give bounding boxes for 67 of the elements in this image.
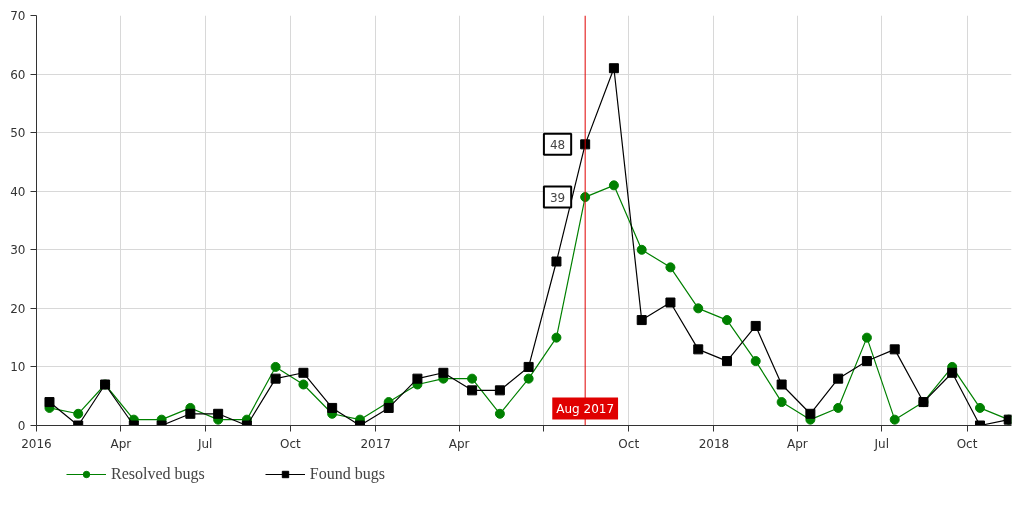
point [889,414,900,425]
point [693,344,704,355]
point [861,332,872,343]
point [608,63,619,74]
y-tick-label: 10 [10,360,26,375]
point [467,385,478,396]
point [383,402,394,413]
y-tick-label: 40 [10,184,26,199]
point [947,367,958,378]
x-tick-label: Oct [956,436,978,451]
point [298,379,309,390]
point [833,402,844,413]
point [551,332,562,343]
point [494,385,505,396]
point [438,367,449,378]
point [523,373,534,384]
point [665,297,676,308]
point [776,397,787,408]
legend-label: Found bugs [309,465,385,483]
x-tick-label: Oct [618,436,640,451]
x-tick-label: Apr [110,436,132,451]
y-tick-label: 70 [10,9,26,23]
point [861,356,872,367]
y-tick-label: 0 [17,419,26,433]
point [665,262,676,273]
point [636,315,647,326]
point [523,361,534,372]
point [185,408,196,419]
point [750,320,761,331]
point [270,361,281,372]
point [721,356,732,367]
point [636,244,647,255]
point [412,373,423,384]
point [44,397,55,408]
y-tick-label: 30 [10,243,26,258]
x-tick-label: Jul [873,436,889,451]
point [721,315,732,326]
annotation: 48 [549,137,566,152]
x-tick-label: Oct [280,436,302,451]
y-tick-label: 50 [10,126,26,141]
y-tick-label: 20 [10,301,26,316]
point [551,256,562,267]
x-tick-label: Apr [448,436,470,451]
point [494,408,505,419]
y-tick-label: 60 [10,67,26,82]
point [298,367,309,378]
point [805,408,816,419]
x-tick-label: Jul [196,436,213,451]
point [974,402,985,413]
point [608,180,619,191]
annotation: 39 [549,190,566,205]
x-tick-label: 2016 [21,436,52,451]
point [467,373,478,384]
legend-label: Resolved bugs [111,465,205,483]
x-tick-label: Apr [787,436,808,451]
point [327,402,338,413]
point [270,373,281,384]
x-tick-label: 2017 [360,436,391,451]
point [833,373,844,384]
point [750,356,761,367]
ref-line-label: Aug 2017 [556,401,615,416]
point [889,344,900,355]
point [213,408,224,419]
point [73,408,84,419]
x-tick-label: 2018 [698,436,730,451]
point [776,379,787,390]
point [693,303,704,314]
